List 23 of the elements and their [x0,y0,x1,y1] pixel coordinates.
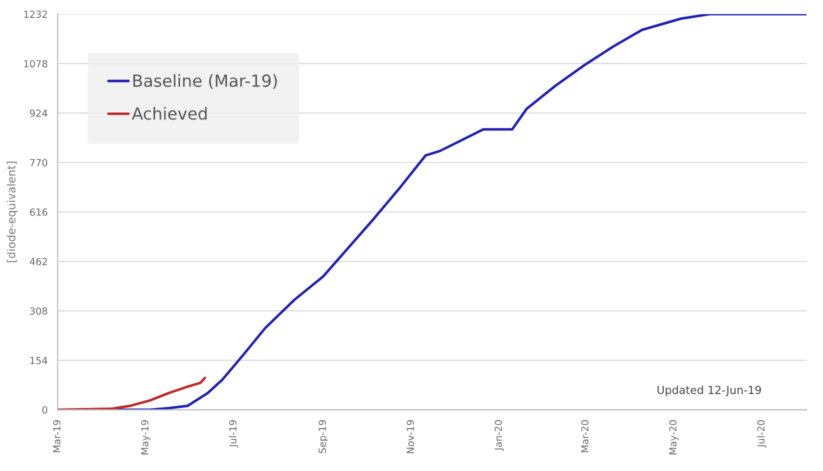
y-tick-label: 308 [30,307,48,315]
legend-label: Achieved [132,106,207,120]
x-tick-label: May-20 [669,420,678,454]
x-tick-label: Jul-20 [757,420,766,448]
y-tick-label: 462 [30,258,47,266]
x-tick-label: Jan-20 [494,420,504,451]
y-tick-label: 616 [30,208,48,216]
y-tick-label: 924 [30,110,48,117]
line-series [58,376,206,410]
x-tick-label: Sep-19 [318,420,328,454]
y-axis-title: [diode-equivalent] [6,162,18,262]
x-tick-label: Mar-20 [581,420,589,452]
y-tick-label: 154 [30,356,48,364]
x-tick-label: May-19 [141,420,150,454]
x-tick-label: Nov-19 [406,420,414,454]
y-tick-label: 1078 [24,60,48,68]
y-tick-label: 0 [42,406,48,414]
annotation: Updated 12-Jun-19 [658,386,761,396]
y-tick-label: 770 [30,158,48,166]
legend-label: Baseline (Mar-19) [133,74,277,89]
y-tick-label: 1232 [24,10,47,18]
x-tick-label: Mar-19 [53,420,60,452]
x-tick-label: Jul-19 [228,420,238,448]
